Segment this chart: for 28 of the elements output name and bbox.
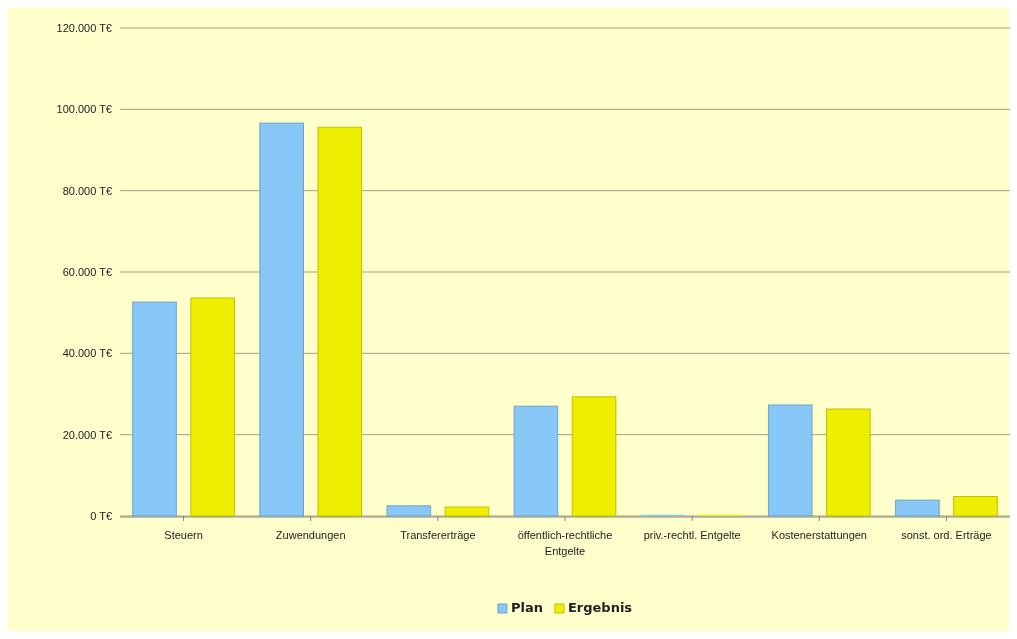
y-tick-label: 20.000 T€ (62, 428, 112, 441)
bar (317, 126, 363, 517)
y-tick-label: 60.000 T€ (62, 266, 112, 279)
legend-label: Ergebnis (567, 600, 633, 615)
bar (444, 506, 490, 517)
bar (386, 505, 432, 517)
y-tick-label: 80.000 T€ (62, 184, 112, 197)
x-tick-label: sonst. ord. Erträge (901, 529, 992, 542)
x-tick-label: Kostenerstattungen (771, 529, 867, 542)
x-tick-label: Transfererträge (400, 529, 476, 542)
bar (259, 122, 304, 517)
y-tick-label: 100.000 T€ (56, 103, 112, 116)
bar (895, 499, 940, 517)
y-tick-label: 120.000 T€ (56, 22, 112, 35)
x-tick-label: priv.-rechtl. Entgelte (643, 529, 741, 542)
bar (953, 495, 998, 517)
bar (132, 301, 177, 517)
x-tick-label: Steuern (164, 529, 203, 542)
legend-label: Plan (510, 600, 543, 615)
bar (767, 404, 813, 517)
bar (571, 396, 617, 517)
bar (190, 297, 235, 517)
y-tick-label: 0 T€ (90, 510, 112, 523)
bar (513, 405, 559, 517)
bar (826, 408, 871, 517)
y-tick-label: 40.000 T€ (62, 347, 112, 360)
x-tick-label: Zuwendungen (275, 529, 346, 542)
x-tick-label: öffentlich-rechtliche Entgelte (517, 529, 613, 557)
